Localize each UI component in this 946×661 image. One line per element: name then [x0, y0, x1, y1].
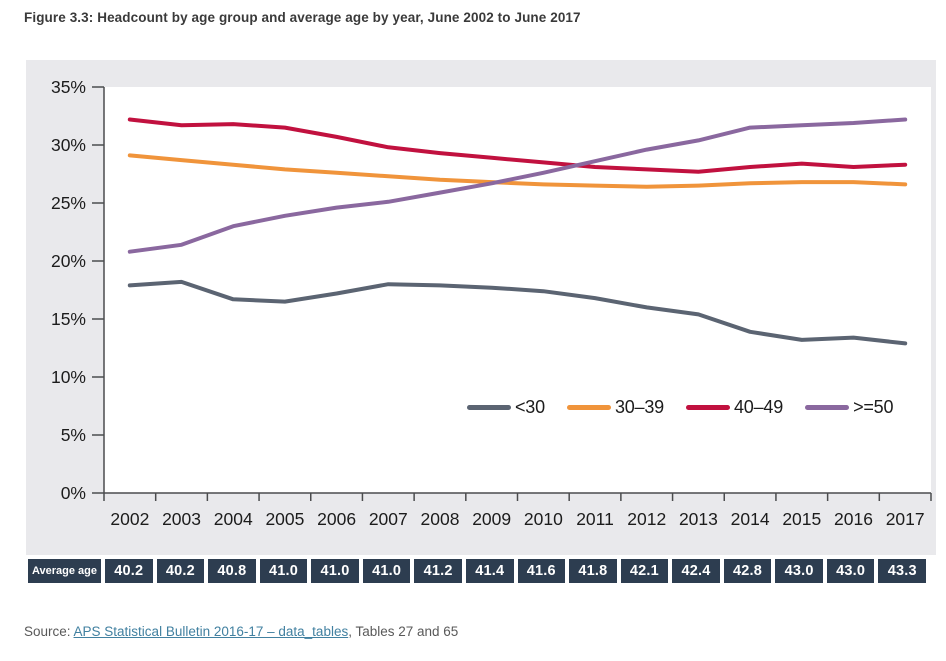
legend-label: 30–39 — [614, 396, 664, 417]
average-age-cell: 40.2 — [105, 559, 153, 583]
legend-label: <30 — [515, 396, 545, 417]
average-age-cell: 42.8 — [723, 559, 772, 583]
average-age-cell: 41.8 — [569, 559, 617, 583]
average-age-cell: 41.0 — [311, 559, 359, 583]
average-age-cell: 43.0 — [826, 559, 875, 583]
average-age-label: Average age — [28, 559, 101, 583]
x-axis-tick-label: 2009 — [472, 509, 511, 529]
source-link[interactable]: APS Statistical Bulletin 2016-17 – data_… — [73, 624, 349, 639]
series-line — [127, 117, 908, 174]
x-axis-tick-label: 2016 — [834, 509, 873, 529]
legend-line-swatch — [805, 404, 850, 410]
y-axis-tick-label: 0% — [61, 483, 86, 503]
x-axis-tick-label: 2011 — [576, 509, 614, 529]
average-age-cell: 41.6 — [517, 559, 566, 583]
legend: <30 30–39 40–49 >=50 — [467, 396, 894, 418]
y-axis-tick-label: 20% — [51, 251, 86, 271]
average-age-cell: 42.1 — [620, 559, 669, 583]
legend-label: 40–49 — [734, 396, 784, 417]
x-axis-tick-label: 2012 — [627, 509, 666, 529]
source-suffix: , Tables 27 and 65 — [348, 624, 459, 639]
x-axis-tick-label: 2010 — [524, 509, 563, 529]
legend-label: >=50 — [853, 396, 894, 417]
legend-item: 40–49 — [686, 397, 783, 418]
average-age-cell: 43.0 — [775, 559, 823, 583]
legend-item: 30–39 — [566, 396, 664, 418]
average-age-cell: 43.3 — [878, 559, 926, 583]
figure-title: Figure 3.3: Headcount by age group and a… — [24, 10, 581, 25]
average-age-cell: 41.0 — [362, 559, 411, 583]
average-age-cell: 41.4 — [465, 559, 514, 583]
x-axis-tick-label: 2003 — [162, 509, 201, 529]
source-prefix: Source: — [24, 624, 74, 639]
average-age-cell: 41.2 — [414, 559, 462, 583]
y-axis-tick-label: 10% — [51, 367, 86, 387]
x-axis-tick-label: 2014 — [731, 509, 770, 529]
average-age-cell: 42.4 — [672, 559, 720, 583]
average-age-cell: 41.0 — [259, 559, 308, 583]
y-axis-tick-label: 30% — [51, 135, 86, 155]
average-age-row: Average age 40.2 40.2 40.8 41.0 41.0 41.0 41.2… — [28, 559, 926, 583]
x-axis-tick-label: 2015 — [782, 509, 821, 529]
x-axis-tick-label: 2008 — [421, 509, 460, 529]
y-axis-tick-label: 35% — [51, 77, 86, 97]
chart-canvas: 0% 5% 10% 15% 20% 25% 30% 35% 2002 2003 2004 2005 20… — [51, 77, 932, 529]
y-axis-tick-label: 25% — [51, 193, 86, 213]
legend-item: <30 — [467, 397, 545, 418]
x-axis-tick-label: 2017 — [886, 509, 925, 529]
x-axis-tick-label: 2007 — [369, 509, 408, 529]
x-axis-tick-label: 2006 — [317, 509, 356, 529]
y-axis-tick-label: 5% — [61, 425, 86, 445]
chart: 0% 5% 10% 15% 20% 25% 30% 35% 2002 2003 2004 2005 20… — [26, 60, 936, 555]
legend-line-swatch — [686, 404, 730, 410]
legend-line-swatch — [566, 404, 611, 410]
source-note: Source: APS Statistical Bulletin 2016-17… — [24, 624, 458, 639]
x-axis-tick-label: 2002 — [110, 509, 149, 529]
x-axis-tick-label: 2013 — [679, 509, 718, 529]
series-line — [127, 153, 908, 189]
x-axis-tick-label: 2005 — [265, 509, 304, 529]
y-axis-tick-label: 15% — [51, 309, 86, 329]
x-axis-tick-label: 2004 — [214, 509, 253, 529]
average-age-cell: 40.8 — [208, 559, 256, 583]
series-line — [127, 117, 908, 254]
series-line — [127, 279, 908, 346]
legend-item: >=50 — [805, 396, 894, 418]
legend-line-swatch — [467, 404, 511, 410]
average-age-cell: 40.2 — [156, 559, 205, 583]
